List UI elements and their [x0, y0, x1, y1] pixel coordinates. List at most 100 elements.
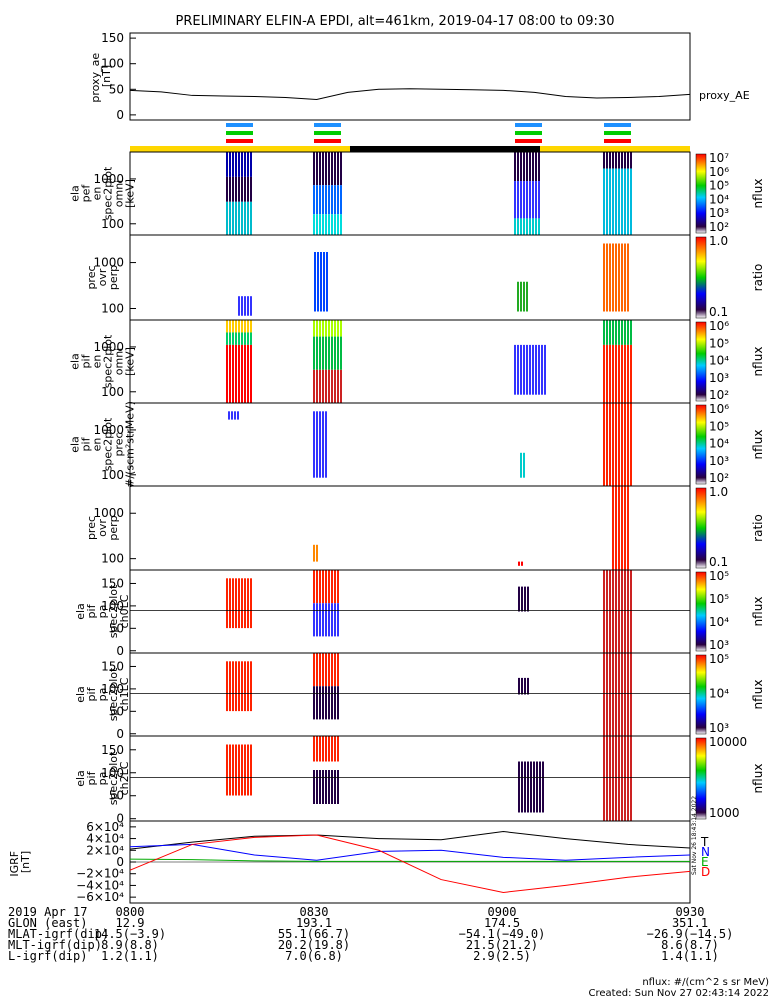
spectrogram-cell: [533, 761, 535, 813]
spectrogram-cell: [612, 243, 614, 312]
spectrogram-cell: [517, 181, 519, 219]
footer-value: −26.9(−14.5): [646, 927, 734, 941]
spectrogram-cell: [250, 201, 252, 235]
spectrogram-cell: [316, 411, 318, 478]
spectrogram-cell: [621, 320, 623, 345]
zone-bar-blue: [314, 123, 341, 127]
spectrogram-cell: [612, 344, 614, 403]
spectrogram-cell: [313, 411, 315, 478]
spectrogram-cell: [538, 152, 540, 182]
spectrogram-cell: [621, 653, 623, 736]
colorbar-tick-label: 10⁶: [709, 319, 729, 333]
spectrogram-cell: [517, 281, 519, 312]
zone-bar-blue: [604, 123, 631, 127]
spectrogram-cell: [530, 761, 532, 813]
spectrogram-cell: [238, 296, 240, 316]
colorbar-tick-label: 10³: [709, 371, 729, 385]
spectrogram-cell: [250, 661, 252, 712]
y-tick-label: 0: [116, 108, 124, 122]
spectrogram-cell: [244, 320, 246, 333]
y-tick-label: 100: [101, 302, 124, 316]
day-bar: [130, 146, 350, 152]
spectrogram-cell: [612, 486, 614, 570]
spectrogram-cell: [630, 570, 632, 653]
spectrogram-cell: [235, 744, 237, 796]
spectrogram-cell: [325, 336, 327, 370]
spectrogram-cell: [532, 218, 534, 235]
spectrogram-cell: [319, 653, 321, 687]
zone-bar-green: [226, 131, 253, 135]
spectrogram-cell: [316, 570, 318, 604]
spectrogram-cell: [244, 201, 246, 235]
y-tick-label: 0: [116, 812, 124, 826]
spectrogram-cell: [244, 296, 246, 316]
colorbar: [695, 737, 707, 820]
spectrogram-cell: [325, 185, 327, 215]
spectrogram-cell: [609, 168, 611, 235]
panel-pef_en_omni: 1001000elapefenspec2plotomni[keV]10²10³1…: [69, 151, 765, 236]
spectrogram-cell: [526, 344, 528, 395]
spectrogram-cell: [606, 736, 608, 821]
spectrogram-cell: [328, 770, 330, 804]
spectrogram-cell: [319, 336, 321, 370]
colorbar-label: nflux: [751, 430, 765, 460]
spectrogram-cell: [524, 677, 526, 695]
spectrogram-cell: [606, 320, 608, 345]
spectrogram-cell: [328, 736, 330, 762]
spectrogram-cell: [232, 578, 234, 629]
spectrogram-cell: [247, 661, 249, 712]
spectrogram-cell: [316, 603, 318, 637]
colorbar-tick-label: 10⁵: [709, 592, 729, 606]
spectrogram-cell: [238, 744, 240, 796]
spectrogram-cell: [319, 369, 321, 403]
spectrogram-cell: [606, 168, 608, 235]
spectrogram-cell: [325, 214, 327, 235]
proxy-ae-series-line: [129, 88, 691, 101]
spectrogram-cell: [313, 770, 315, 804]
spectrogram-cell: [235, 152, 237, 177]
colorbar-tick-label: 10³: [709, 638, 729, 652]
footer-row: L-igrf(dip) 1.2(1.1) 7.0(6.8) 2.9(2.5) 1.4(1…: [0, 950, 775, 963]
zone-bar-green: [515, 131, 542, 135]
colorbar-tick-label: 10000: [709, 735, 747, 749]
spectrogram-cell: [322, 603, 324, 637]
y-tick-label: 2×10⁴: [86, 843, 124, 857]
footer-row: GLON (east) 12.9 193.1 174.5 351.1: [0, 917, 775, 930]
spectrogram-cell: [244, 332, 246, 345]
spectrogram-cell: [226, 578, 228, 629]
spectrogram-cell: [229, 661, 231, 712]
spectrogram-cell: [226, 332, 228, 345]
spectrogram-cell: [247, 578, 249, 629]
spectrogram-cell: [234, 411, 236, 420]
spectrogram-cell: [603, 403, 605, 486]
spectrogram-cell: [630, 736, 632, 821]
spectrogram-cell: [627, 243, 629, 312]
spectrogram-cell: [621, 168, 623, 235]
spectrogram-cell: [319, 603, 321, 637]
spectrogram-cell: [518, 677, 520, 695]
spectrogram-cell: [235, 320, 237, 333]
spectrogram-cell: [250, 320, 252, 333]
panel-ylabel: elapifpaspec2plotch0LC: [74, 584, 131, 638]
colorbar: [695, 236, 707, 319]
spectrogram-cell: [612, 653, 614, 736]
y-tick-label: 150: [101, 31, 124, 45]
spectrogram-cell: [319, 736, 321, 762]
colorbar: [695, 571, 707, 652]
spectrogram-cell: [247, 296, 249, 316]
spectrogram-cell: [532, 152, 534, 182]
spectrogram-cell: [247, 344, 249, 403]
footer-value: 0930: [675, 905, 705, 919]
spectrogram-cell: [319, 185, 321, 215]
igrf-series-T: [129, 831, 691, 850]
spectrogram-cell: [322, 336, 324, 370]
spectrogram-cell: [532, 181, 534, 219]
spectrogram-cell: [235, 578, 237, 629]
spectrogram-cell: [624, 152, 626, 169]
spectrogram-cell: [514, 152, 516, 182]
y-tick-label: 4×10⁴: [86, 832, 124, 846]
igrf-legend-D: D: [701, 865, 710, 879]
spectrogram-cell: [624, 403, 626, 486]
